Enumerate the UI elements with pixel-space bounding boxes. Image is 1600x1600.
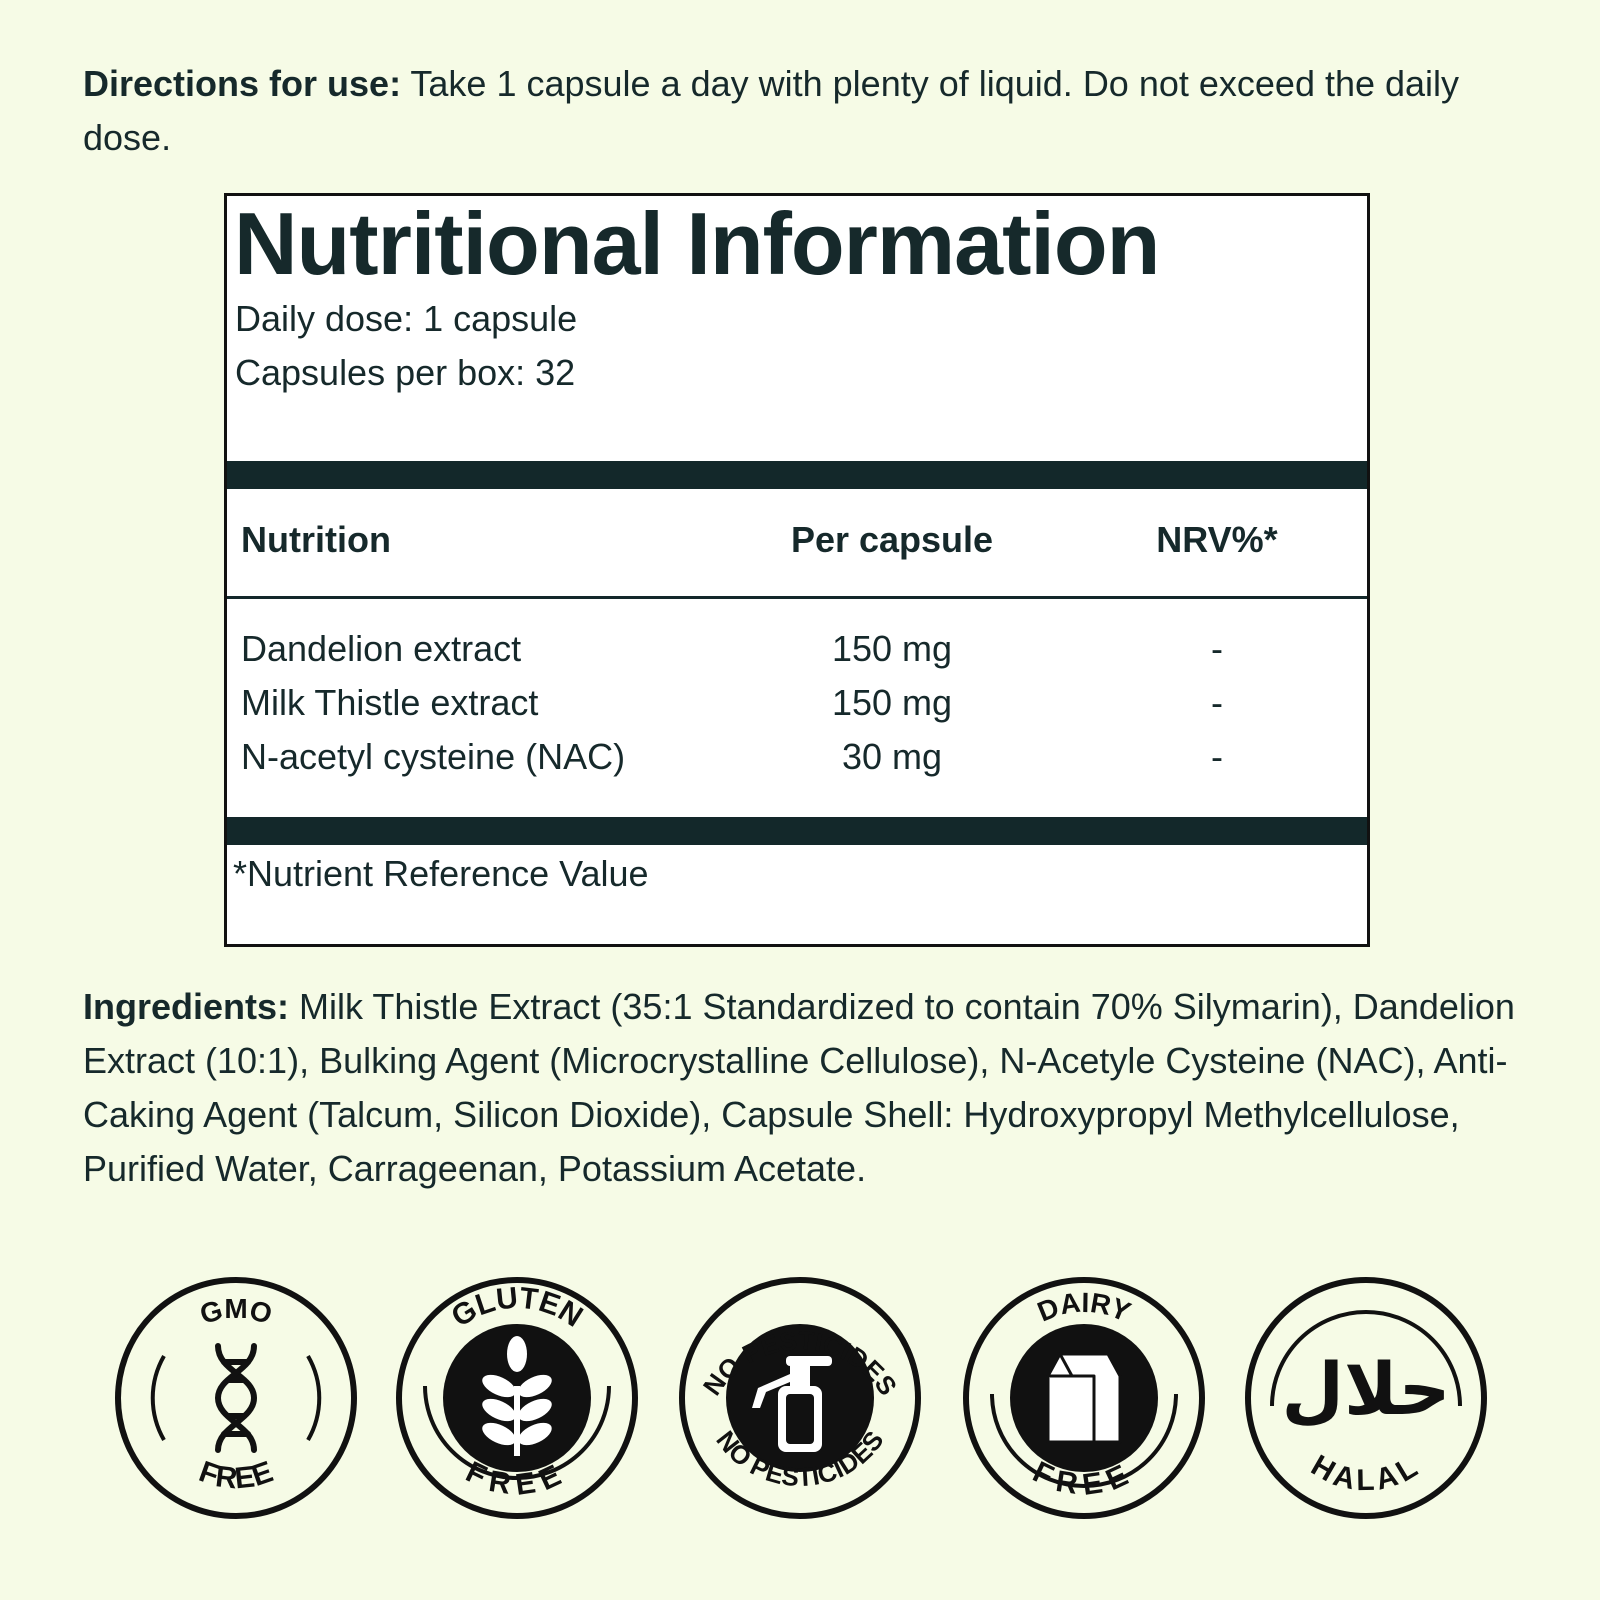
svg-text:GMO: GMO — [196, 1293, 275, 1330]
divider-thick-bottom — [227, 817, 1367, 845]
nutrient-name: Milk Thistle extract — [241, 682, 539, 723]
nutrition-panel: Nutritional Information Daily dose: 1 ca… — [224, 193, 1370, 947]
milk-carton-icon: DAIRY FREE — [963, 1277, 1205, 1519]
svg-text:HALAL: HALAL — [1306, 1449, 1427, 1497]
divider-thin — [227, 596, 1367, 599]
no-pesticides-badge: NO PESTICIDES NO PESTICIDES — [678, 1276, 922, 1520]
footnote: *Nutrient Reference Value — [233, 853, 649, 894]
spray-bottle-icon: NO PESTICIDES NO PESTICIDES — [679, 1277, 921, 1519]
nutrient-nrv: - — [1211, 682, 1223, 723]
directions-text: Directions for use: Take 1 capsule a day… — [83, 57, 1523, 165]
nutrient-amount: 150 mg — [831, 628, 953, 669]
svg-text:حلال: حلال — [1281, 1347, 1450, 1431]
ingredients-text: Ingredients: Milk Thistle Extract (35:1 … — [83, 980, 1523, 1196]
panel-title: Nutritional Information — [234, 194, 1160, 293]
table-row: N-acetyl cysteine (NAC) 30 mg - — [227, 730, 1367, 784]
halal-badge: حلال HALAL — [1244, 1276, 1488, 1520]
header-nutrition: Nutrition — [241, 519, 391, 560]
ingredients-body: Milk Thistle Extract (35:1 Standardized … — [83, 986, 1515, 1189]
svg-text:DAIRY: DAIRY — [1033, 1287, 1135, 1328]
dna-icon: GMO FREE — [115, 1277, 357, 1519]
svg-text:FREE: FREE — [195, 1455, 277, 1495]
wheat-icon: GLUTEN FREE — [396, 1277, 638, 1519]
directions-label: Directions for use: — [83, 63, 402, 104]
daily-dose: Daily dose: 1 capsule — [235, 298, 578, 339]
table-row: Milk Thistle extract 150 mg - — [227, 676, 1367, 730]
capsules-per-box: Capsules per box: 32 — [235, 352, 576, 393]
gluten-free-badge: GLUTEN FREE — [395, 1276, 639, 1520]
gmo-free-badge: GMO FREE — [114, 1276, 358, 1520]
nutrient-amount: 30 mg — [841, 736, 943, 777]
header-per-capsule: Per capsule — [790, 519, 994, 560]
table-row: Dandelion extract 150 mg - — [227, 622, 1367, 676]
nutrient-name: N-acetyl cysteine (NAC) — [241, 736, 626, 777]
nutrient-name: Dandelion extract — [241, 628, 522, 669]
halal-script-icon: حلال HALAL — [1245, 1277, 1487, 1519]
divider-thick-top — [227, 461, 1367, 489]
header-nrv: NRV%* — [1156, 519, 1278, 560]
dairy-free-badge: DAIRY FREE — [962, 1276, 1206, 1520]
nutrient-nrv: - — [1211, 628, 1223, 669]
nutrient-nrv: - — [1211, 736, 1223, 777]
directions-body: Take 1 capsule a day with plenty of liqu… — [83, 63, 1460, 158]
nutrient-amount: 150 mg — [831, 682, 953, 723]
ingredients-label: Ingredients: — [83, 986, 290, 1027]
